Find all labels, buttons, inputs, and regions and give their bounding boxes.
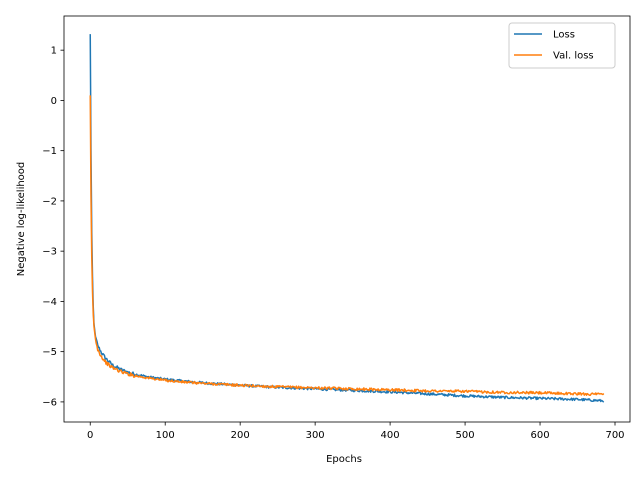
legend-label-2: Val. loss xyxy=(553,51,594,62)
series-line-2 xyxy=(89,95,605,397)
y-tick-label: 0 xyxy=(51,96,57,107)
y-axis: 1 0 −1 −2 −3 −4 −5 −6 xyxy=(42,46,64,408)
y-tick-label: −5 xyxy=(42,347,57,358)
y-tick-label: −3 xyxy=(42,247,57,258)
series-layer xyxy=(89,34,605,403)
plot-area xyxy=(64,16,630,422)
y-tick-label: −1 xyxy=(42,146,57,157)
x-axis: 0 100 200 300 400 500 600 700 xyxy=(87,422,625,441)
legend-label-1: Loss xyxy=(553,30,575,41)
x-tick-label: 700 xyxy=(605,430,624,441)
y-tick-label: −4 xyxy=(42,297,57,308)
legend: Loss Val. loss xyxy=(508,22,616,69)
x-tick-label: 600 xyxy=(530,430,549,441)
x-tick-label: 300 xyxy=(306,430,325,441)
x-tick-label: 200 xyxy=(231,430,250,441)
y-tick-label: 1 xyxy=(51,46,57,57)
x-tick-label: 500 xyxy=(456,430,475,441)
x-tick-label: 0 xyxy=(87,430,93,441)
plot-frame xyxy=(63,15,631,423)
x-tick-label: 100 xyxy=(156,430,175,441)
y-tick-label: −6 xyxy=(42,397,57,408)
x-axis-label: Epochs xyxy=(326,454,362,465)
y-axis-label: Negative log-likelihood xyxy=(16,162,27,277)
y-tick-label: −2 xyxy=(42,196,57,207)
x-tick-label: 400 xyxy=(381,430,400,441)
